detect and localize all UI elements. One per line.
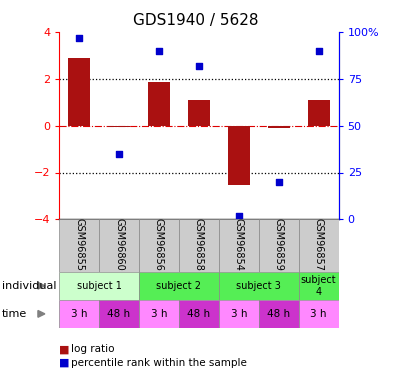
Bar — [99, 300, 139, 328]
Bar — [308, 100, 330, 126]
Bar — [299, 219, 339, 272]
Text: GSM96857: GSM96857 — [314, 218, 324, 271]
Point — [275, 179, 282, 185]
Text: GDS1940 / 5628: GDS1940 / 5628 — [133, 13, 259, 28]
Bar — [148, 82, 170, 126]
Polygon shape — [38, 310, 45, 317]
Text: 48 h: 48 h — [107, 309, 131, 319]
Text: subject
4: subject 4 — [301, 275, 337, 297]
Text: GSM96860: GSM96860 — [114, 218, 124, 271]
Text: 3 h: 3 h — [151, 309, 167, 319]
Text: GSM96859: GSM96859 — [274, 218, 284, 271]
Bar — [219, 300, 259, 328]
Point — [156, 48, 162, 54]
Bar — [59, 300, 99, 328]
Bar — [179, 219, 219, 272]
Bar — [219, 272, 299, 300]
Text: GSM96856: GSM96856 — [154, 218, 164, 271]
Point — [76, 34, 82, 40]
Bar — [228, 126, 250, 185]
Bar — [59, 219, 99, 272]
Text: subject 3: subject 3 — [236, 281, 281, 291]
Bar — [299, 272, 339, 300]
Bar — [59, 272, 139, 300]
Text: 48 h: 48 h — [187, 309, 211, 319]
Text: percentile rank within the sample: percentile rank within the sample — [71, 358, 247, 368]
Text: log ratio: log ratio — [71, 345, 115, 354]
Bar — [179, 300, 219, 328]
Bar — [188, 100, 210, 126]
Text: 48 h: 48 h — [267, 309, 290, 319]
Bar — [259, 300, 299, 328]
Text: time: time — [2, 309, 27, 319]
Text: ■: ■ — [59, 358, 70, 368]
Bar — [108, 126, 130, 127]
Text: ■: ■ — [59, 345, 70, 354]
Text: subject 1: subject 1 — [77, 281, 122, 291]
Point — [315, 48, 322, 54]
Text: subject 2: subject 2 — [156, 281, 202, 291]
Bar — [259, 219, 299, 272]
Text: GSM96858: GSM96858 — [194, 218, 204, 271]
Point — [116, 151, 122, 157]
Bar — [139, 300, 179, 328]
Polygon shape — [38, 282, 45, 289]
Bar — [268, 126, 290, 128]
Bar — [139, 219, 179, 272]
Text: 3 h: 3 h — [310, 309, 327, 319]
Text: individual: individual — [2, 281, 57, 291]
Bar — [99, 219, 139, 272]
Text: GSM96854: GSM96854 — [234, 218, 244, 271]
Text: 3 h: 3 h — [71, 309, 87, 319]
Text: 3 h: 3 h — [231, 309, 247, 319]
Text: GSM96855: GSM96855 — [74, 218, 84, 271]
Bar — [219, 219, 259, 272]
Point — [235, 213, 242, 219]
Point — [195, 63, 202, 69]
Bar — [139, 272, 219, 300]
Bar — [299, 300, 339, 328]
Bar — [68, 58, 90, 126]
